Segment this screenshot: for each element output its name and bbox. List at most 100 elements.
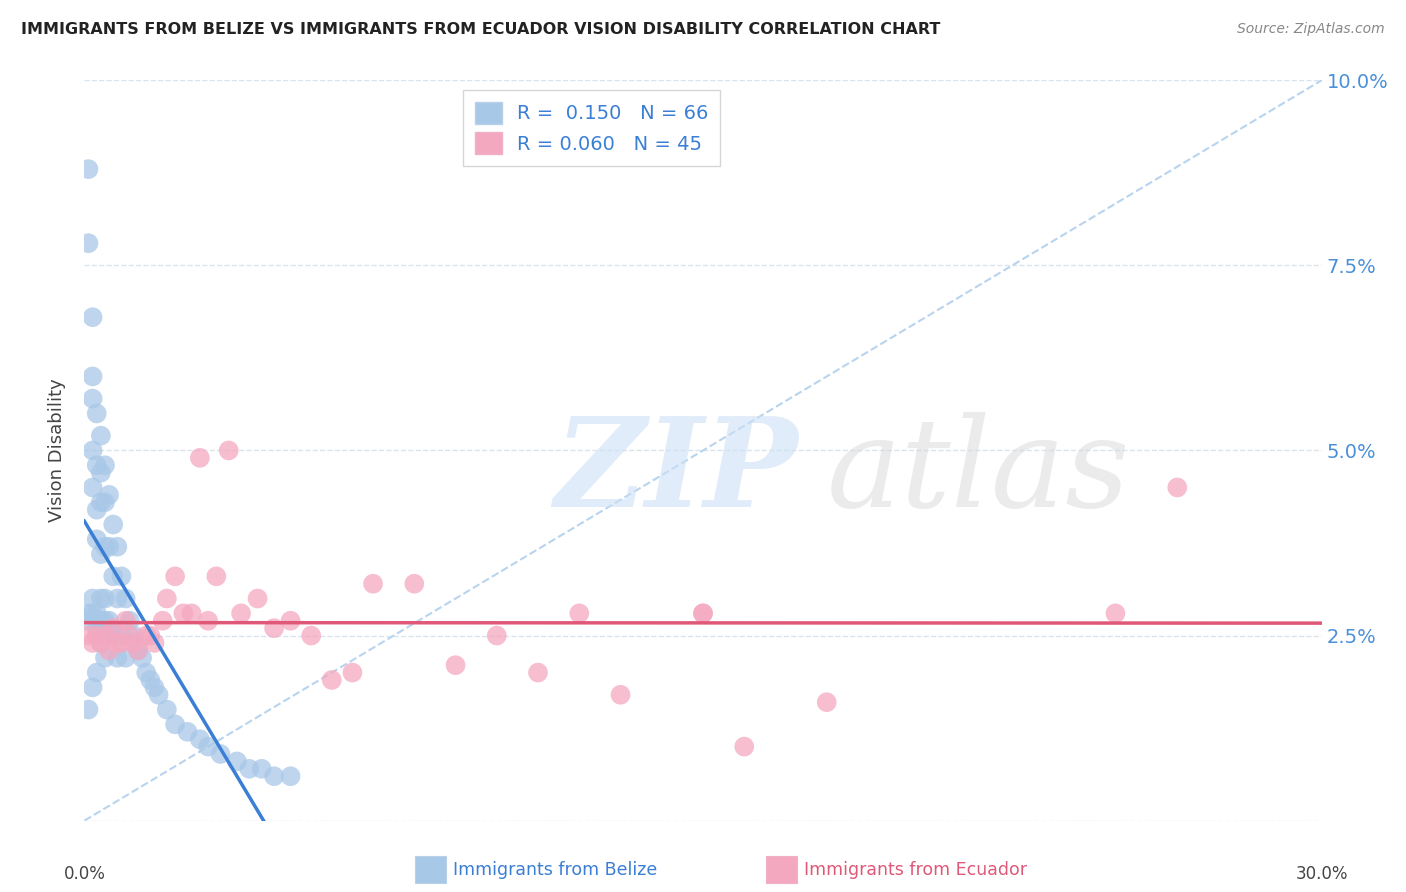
Text: Immigrants from Ecuador: Immigrants from Ecuador: [804, 861, 1028, 879]
Point: [197, 614, 219, 628]
Point: [103, 621, 125, 635]
Point: [103, 569, 125, 583]
Point: [165, 717, 187, 731]
Point: [143, 681, 166, 695]
Point: [98, 540, 121, 554]
Point: [98, 614, 121, 628]
Point: [485, 628, 508, 642]
Point: [77, 607, 100, 621]
Point: [86, 502, 108, 516]
Point: [114, 614, 136, 628]
Point: [82, 310, 104, 325]
Point: [263, 621, 285, 635]
Point: [82, 607, 104, 621]
Point: [90, 614, 112, 628]
Point: [94, 591, 117, 606]
Point: [94, 540, 117, 554]
Point: [110, 628, 132, 642]
Point: [131, 650, 153, 665]
Point: [361, 576, 384, 591]
Point: [127, 643, 149, 657]
Point: [1104, 607, 1126, 621]
Point: [98, 643, 121, 657]
Text: 0.0%: 0.0%: [63, 865, 105, 883]
Point: [139, 628, 162, 642]
Point: [205, 569, 228, 583]
Point: [143, 636, 166, 650]
Point: [118, 614, 141, 628]
Point: [135, 665, 157, 680]
Point: [105, 591, 128, 606]
Point: [110, 569, 132, 583]
Point: [82, 636, 104, 650]
Point: [90, 636, 112, 650]
Point: [299, 628, 322, 642]
Point: [148, 688, 170, 702]
Point: [98, 621, 121, 635]
Point: [404, 576, 426, 591]
Point: [815, 695, 838, 709]
Point: [82, 443, 104, 458]
Text: Source: ZipAtlas.com: Source: ZipAtlas.com: [1237, 22, 1385, 37]
Text: Immigrants from Belize: Immigrants from Belize: [453, 861, 657, 879]
Point: [444, 658, 467, 673]
Point: [209, 747, 232, 761]
Point: [86, 665, 108, 680]
Point: [527, 665, 550, 680]
Point: [692, 607, 714, 621]
Point: [321, 673, 343, 687]
Point: [82, 681, 104, 695]
Point: [733, 739, 755, 754]
Point: [94, 614, 117, 628]
Point: [90, 466, 112, 480]
Point: [103, 628, 125, 642]
Point: [568, 607, 591, 621]
Point: [90, 428, 112, 442]
Point: [77, 236, 100, 251]
Point: [280, 614, 302, 628]
Point: [229, 607, 252, 621]
Point: [94, 495, 117, 509]
Point: [114, 591, 136, 606]
Point: [139, 673, 162, 687]
Point: [82, 369, 104, 384]
Point: [105, 650, 128, 665]
Point: [77, 614, 100, 628]
Point: [77, 628, 100, 642]
Point: [218, 443, 240, 458]
Point: [86, 533, 108, 547]
Point: [152, 614, 174, 628]
Point: [77, 703, 100, 717]
Point: [342, 665, 364, 680]
Point: [118, 628, 141, 642]
Point: [86, 407, 108, 421]
Text: atlas: atlas: [827, 412, 1130, 533]
Point: [105, 636, 128, 650]
Point: [156, 703, 179, 717]
Point: [94, 650, 117, 665]
Point: [90, 591, 112, 606]
Point: [135, 628, 157, 642]
Point: [263, 769, 285, 783]
Point: [94, 628, 117, 642]
Point: [156, 591, 179, 606]
Point: [105, 540, 128, 554]
Legend: R =  0.150   N = 66, R = 0.060   N = 45: R = 0.150 N = 66, R = 0.060 N = 45: [463, 90, 720, 166]
Point: [122, 636, 145, 650]
Point: [692, 607, 714, 621]
Point: [188, 732, 211, 747]
Point: [127, 643, 149, 657]
Point: [250, 762, 273, 776]
Y-axis label: Vision Disability: Vision Disability: [48, 378, 66, 523]
Point: [82, 392, 104, 406]
Point: [103, 517, 125, 532]
Text: 30.0%: 30.0%: [1295, 865, 1348, 883]
Point: [188, 450, 211, 465]
Point: [90, 495, 112, 509]
Point: [176, 724, 198, 739]
Point: [122, 628, 145, 642]
Point: [197, 739, 219, 754]
Point: [110, 636, 132, 650]
Point: [246, 591, 269, 606]
Point: [98, 488, 121, 502]
